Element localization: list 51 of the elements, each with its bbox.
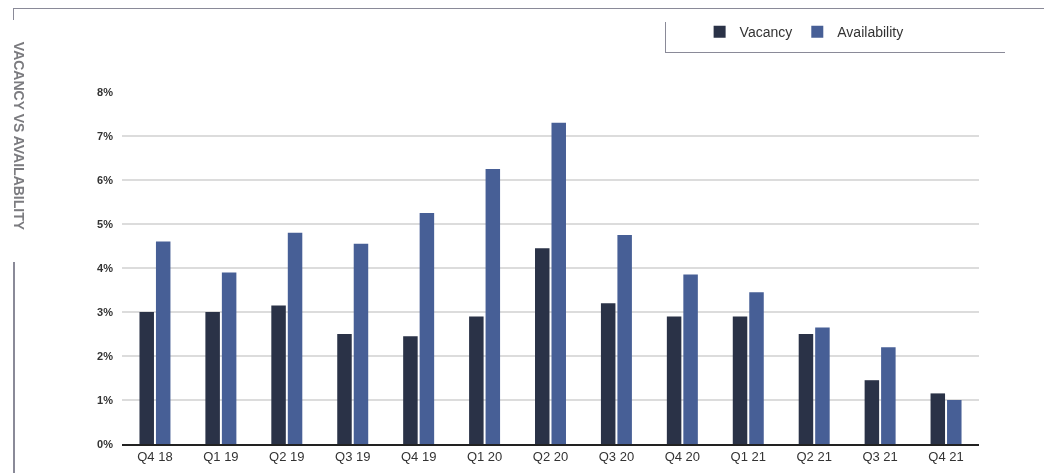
x-tick-label: Q4 19 [400, 449, 437, 465]
y-tick-label: 6% [97, 173, 114, 186]
x-tick-label: Q2 19 [269, 449, 305, 465]
bar [864, 380, 880, 444]
legend-label: Availability [837, 24, 904, 41]
bar [732, 316, 748, 444]
bar [221, 272, 237, 444]
y-tick-label: 3% [97, 305, 114, 318]
text: VACANCY VS AVAILABILITY [11, 41, 28, 231]
x-tick-label: Q1 20 [466, 449, 503, 465]
y-tick-label: 1% [97, 393, 114, 406]
bar [155, 241, 171, 444]
bar [881, 347, 896, 444]
bar [600, 303, 616, 444]
bar [139, 312, 154, 444]
bar [353, 243, 369, 444]
bar [815, 327, 830, 444]
bar [930, 393, 946, 444]
bar [617, 235, 632, 444]
legend-label: Vacancy [739, 24, 793, 41]
bar [419, 213, 435, 444]
bar [683, 274, 698, 444]
y-tick-label: 0% [97, 437, 114, 450]
bar [403, 336, 418, 444]
bar [205, 312, 220, 444]
x-tick-label: Q2 20 [532, 449, 569, 465]
bar [551, 122, 566, 444]
bar [535, 248, 550, 444]
y-tick-label: 2% [97, 349, 114, 362]
bar [947, 400, 962, 444]
y-tick-label: 5% [97, 217, 114, 230]
x-tick-label: Q1 21 [730, 449, 766, 465]
x-tick-label: Q4 21 [928, 449, 964, 465]
bar [485, 169, 501, 444]
x-tick-label: Q4 20 [664, 449, 701, 465]
x-tick-label: Q4 18 [137, 449, 173, 465]
x-tick-label: Q3 19 [335, 449, 371, 465]
y-tick-label: 4% [97, 261, 114, 274]
bar [271, 305, 286, 444]
bar [337, 334, 352, 444]
bar [798, 334, 814, 444]
bar [469, 316, 484, 444]
bar [287, 232, 303, 444]
y-tick-label: 8% [97, 85, 114, 98]
x-tick-label: Q3 20 [598, 449, 635, 465]
bar [666, 316, 682, 444]
x-tick-label: Q2 21 [796, 449, 832, 465]
y-tick-label: 7% [97, 129, 114, 142]
x-tick-label: Q1 19 [203, 449, 239, 465]
x-tick-label: Q3 21 [862, 449, 898, 465]
bar [749, 292, 764, 444]
